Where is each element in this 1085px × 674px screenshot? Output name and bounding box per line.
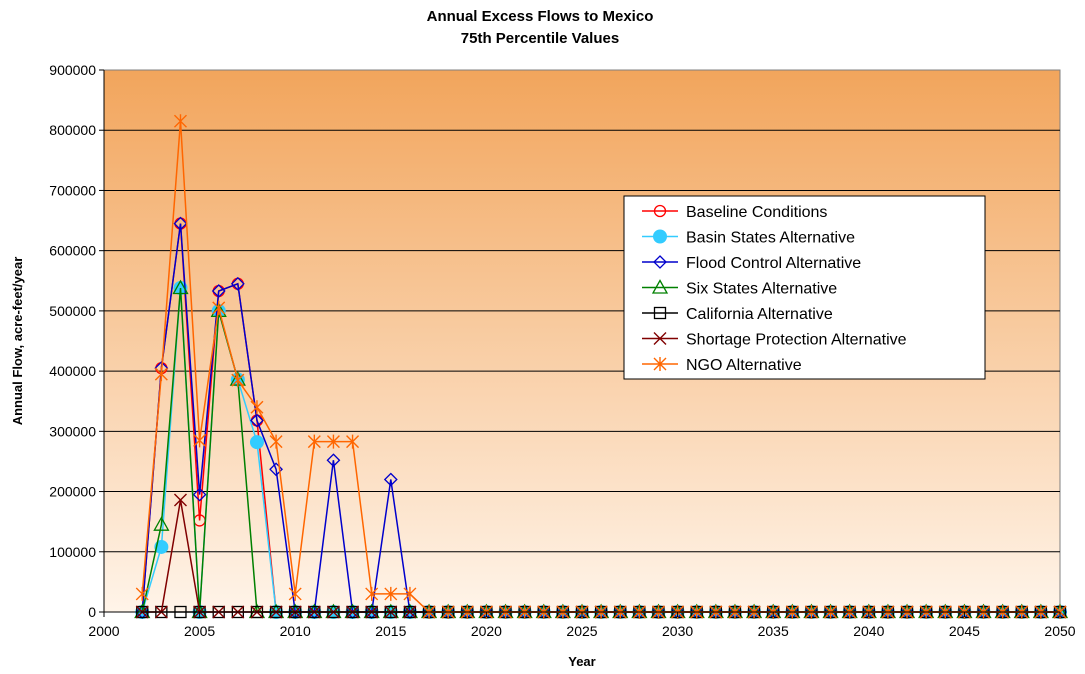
legend-swatch-marker xyxy=(653,332,667,345)
data-point xyxy=(212,300,226,315)
legend-label: Baseline Conditions xyxy=(686,204,827,221)
data-point xyxy=(250,400,264,415)
legend-swatch-marker xyxy=(653,229,667,244)
x-tick-label: 2035 xyxy=(758,623,789,639)
y-tick-label: 400000 xyxy=(49,363,96,379)
y-tick-label: 500000 xyxy=(49,303,96,319)
data-point xyxy=(307,434,321,449)
y-axis-label: Annual Flow, acre-feet/year xyxy=(10,257,25,426)
x-tick-label: 2005 xyxy=(184,623,215,639)
data-point xyxy=(154,367,168,382)
legend-swatch-marker xyxy=(653,255,667,269)
legend: Baseline Conditions Basin States Alternat… xyxy=(623,195,986,380)
y-tick-label: 800000 xyxy=(49,122,96,138)
y-tick-label: 0 xyxy=(88,604,96,620)
x-axis-label: Year xyxy=(568,654,595,669)
x-tick-label: 2030 xyxy=(662,623,693,639)
data-point xyxy=(365,586,379,601)
legend-label: California Alternative xyxy=(686,306,833,323)
data-point xyxy=(154,539,169,554)
legend-swatch-marker xyxy=(653,204,667,218)
data-point xyxy=(153,516,170,531)
data-point xyxy=(403,586,417,601)
legend-item: California Alternative xyxy=(642,306,833,323)
axes: 0 100000 200000 300000 400000 500000 600000 700… xyxy=(49,62,1075,639)
legend-item: NGO Alternative xyxy=(642,357,802,374)
data-point xyxy=(383,472,398,487)
data-point xyxy=(288,586,302,601)
legend-item: Basin States Alternative xyxy=(642,229,855,247)
x-tick-label: 2000 xyxy=(88,623,119,639)
data-point xyxy=(250,413,264,428)
x-tick-label: 2050 xyxy=(1044,623,1075,639)
legend-box xyxy=(623,195,986,380)
data-point xyxy=(249,435,264,450)
legend-item: Six States Alternative xyxy=(642,279,837,298)
legend-item: Shortage Protection Alternative xyxy=(642,332,907,349)
data-point xyxy=(192,487,207,502)
y-tick-label: 100000 xyxy=(49,544,96,560)
data-point xyxy=(173,216,188,231)
data-point xyxy=(230,276,245,291)
data-point xyxy=(135,586,149,601)
chart-title: Annual Excess Flows to Mexico xyxy=(427,8,654,25)
data-point xyxy=(172,279,189,295)
data-point xyxy=(384,586,398,601)
data-point xyxy=(346,434,360,449)
legend-label: Six States Alternative xyxy=(686,281,837,298)
legend-label: Basin States Alternative xyxy=(686,230,855,247)
x-tick-label: 2025 xyxy=(566,623,597,639)
data-point xyxy=(211,284,226,298)
y-tick-label: 200000 xyxy=(49,484,96,500)
x-tick-label: 2015 xyxy=(375,623,406,639)
legend-label: Shortage Protection Alternative xyxy=(686,332,907,349)
data-point xyxy=(326,453,341,468)
data-point xyxy=(231,373,245,388)
data-point xyxy=(210,302,227,318)
y-tick-label: 300000 xyxy=(49,423,96,439)
legend-label: NGO Alternative xyxy=(686,357,802,374)
legend-swatch-marker xyxy=(653,357,667,371)
x-tick-label: 2040 xyxy=(853,623,884,639)
y-tick-label: 700000 xyxy=(49,182,96,198)
y-tick-label: 900000 xyxy=(49,62,96,78)
data-point xyxy=(326,434,340,449)
y-tick-label: 600000 xyxy=(49,243,96,259)
data-point xyxy=(173,493,187,507)
data-point xyxy=(173,114,187,129)
chart-subtitle: 75th Percentile Values xyxy=(461,30,619,47)
legend-swatch-marker xyxy=(651,279,669,294)
legend-swatch-marker xyxy=(653,306,667,320)
legend-label: Flood Control Alternative xyxy=(686,255,861,272)
data-point xyxy=(269,462,283,477)
data-point xyxy=(193,433,207,448)
x-tick-label: 2020 xyxy=(471,623,502,639)
x-tick-label: 2045 xyxy=(949,623,980,639)
legend-item: Flood Control Alternative xyxy=(642,255,861,272)
legend-item: Baseline Conditions xyxy=(642,204,827,221)
x-tick-label: 2010 xyxy=(280,623,311,639)
data-point xyxy=(269,434,283,449)
